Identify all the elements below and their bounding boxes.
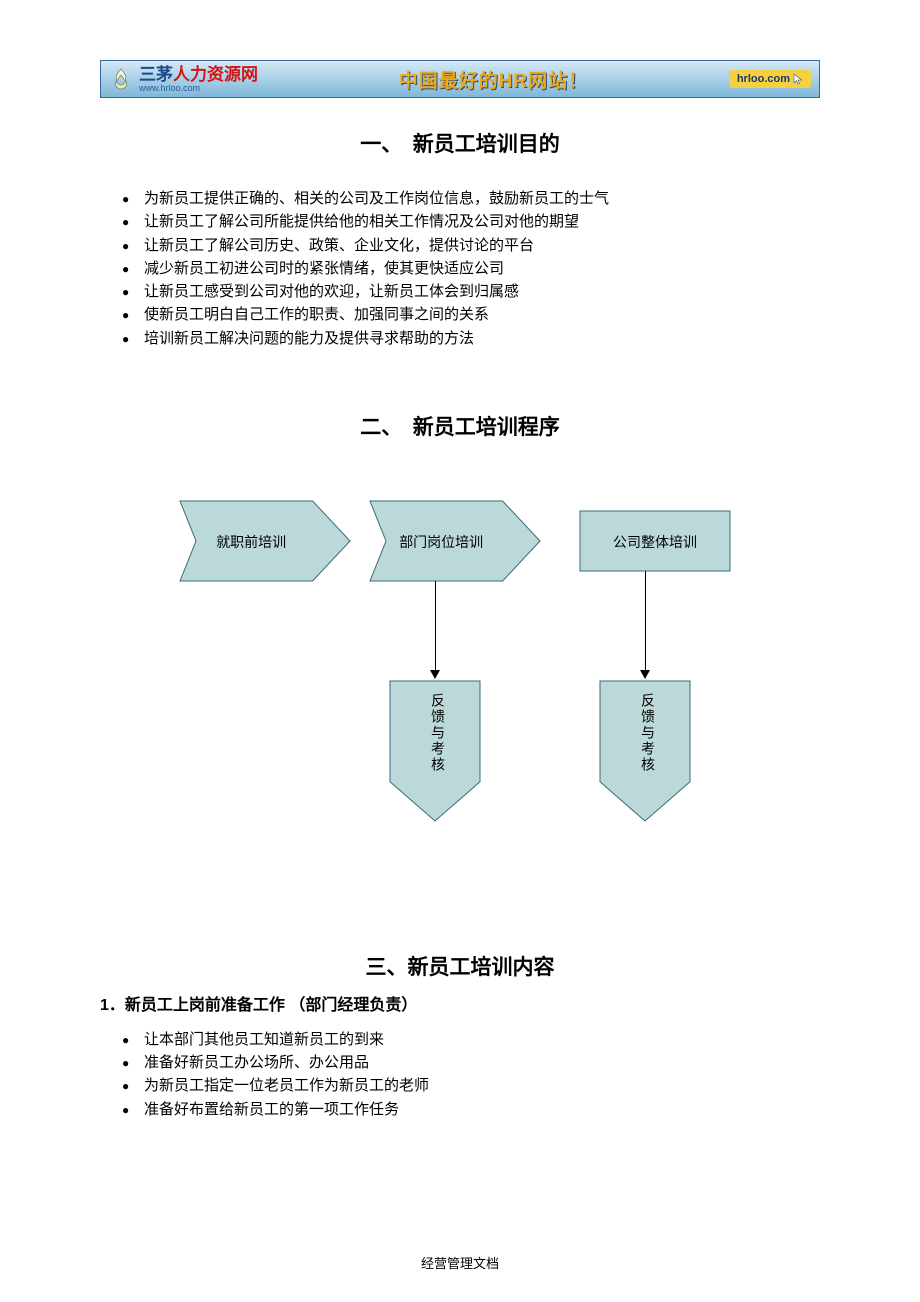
- list-item: 为新员工指定一位老员工作为新员工的老师: [122, 1075, 820, 1098]
- flow-node-label: 反馈与考核: [636, 693, 656, 773]
- list-item: 使新员工明白自己工作的职责、加强同事之间的关系: [122, 304, 820, 327]
- list-item: 准备好布置给新员工的第一项工作任务: [122, 1099, 820, 1122]
- banner-badge-text: hrloo.com: [737, 73, 790, 85]
- list-item: 让新员工了解公司所能提供给他的相关工作情况及公司对他的期望: [122, 211, 820, 234]
- list-item: 让新员工了解公司历史、政策、企业文化，提供讨论的平台: [122, 235, 820, 258]
- site-prefix: 三茅: [139, 65, 173, 84]
- flow-node-label: 就职前培训: [190, 532, 312, 552]
- list-item: 减少新员工初进公司时的紧张情绪，使其更快适应公司: [122, 258, 820, 281]
- flow-node-label: 反馈与考核: [426, 693, 446, 773]
- banner-site-name: 三茅人力资源网 www.hrloo.com: [139, 66, 258, 93]
- section3-list: 让本部门其他员工知道新员工的到来 准备好新员工办公场所、办公用品 为新员工指定一…: [100, 1029, 820, 1122]
- list-item: 让新员工感受到公司对他的欢迎，让新员工体会到归属感: [122, 281, 820, 304]
- banner-left: 三茅人力资源网 www.hrloo.com: [109, 66, 258, 93]
- flowchart: 就职前培训 部门岗位培训 公司整体培训反馈与考核 反馈与考核: [180, 501, 740, 881]
- section1-title: 一、 新员工培训目的: [100, 128, 820, 158]
- page-footer: 经营管理文档: [0, 1253, 920, 1272]
- section3-title: 三、新员工培训内容: [100, 951, 820, 981]
- logo-icon: [109, 67, 133, 91]
- site-suffix: 人力资源网: [173, 65, 258, 84]
- list-item: 为新员工提供正确的、相关的公司及工作岗位信息，鼓励新员工的士气: [122, 188, 820, 211]
- section3-subheading: 1．新员工上岗前准备工作 （部门经理负责）: [100, 991, 820, 1015]
- flow-node-label: 部门岗位培训: [380, 532, 502, 552]
- list-item: 培训新员工解决问题的能力及提供寻求帮助的方法: [122, 328, 820, 351]
- section1-list: 为新员工提供正确的、相关的公司及工作岗位信息，鼓励新员工的士气 让新员工了解公司…: [100, 188, 820, 351]
- banner-site-title: 三茅人力资源网: [139, 66, 258, 83]
- section2-title: 二、 新员工培训程序: [100, 411, 820, 441]
- cursor-icon: [793, 73, 803, 85]
- flow-connector: [645, 571, 646, 671]
- site-banner: 三茅人力资源网 www.hrloo.com 中国最好的HR网站！ hrloo.c…: [100, 60, 820, 98]
- flow-node-label: 公司整体培训: [590, 532, 720, 552]
- flow-arrowhead: [640, 670, 650, 679]
- banner-site-url: www.hrloo.com: [139, 84, 258, 93]
- list-item: 准备好新员工办公场所、办公用品: [122, 1052, 820, 1075]
- list-item: 让本部门其他员工知道新员工的到来: [122, 1029, 820, 1052]
- banner-slogan: 中国最好的HR网站！: [399, 66, 588, 93]
- flow-connector: [435, 581, 436, 671]
- banner-badge[interactable]: hrloo.com: [729, 70, 811, 88]
- flow-arrowhead: [430, 670, 440, 679]
